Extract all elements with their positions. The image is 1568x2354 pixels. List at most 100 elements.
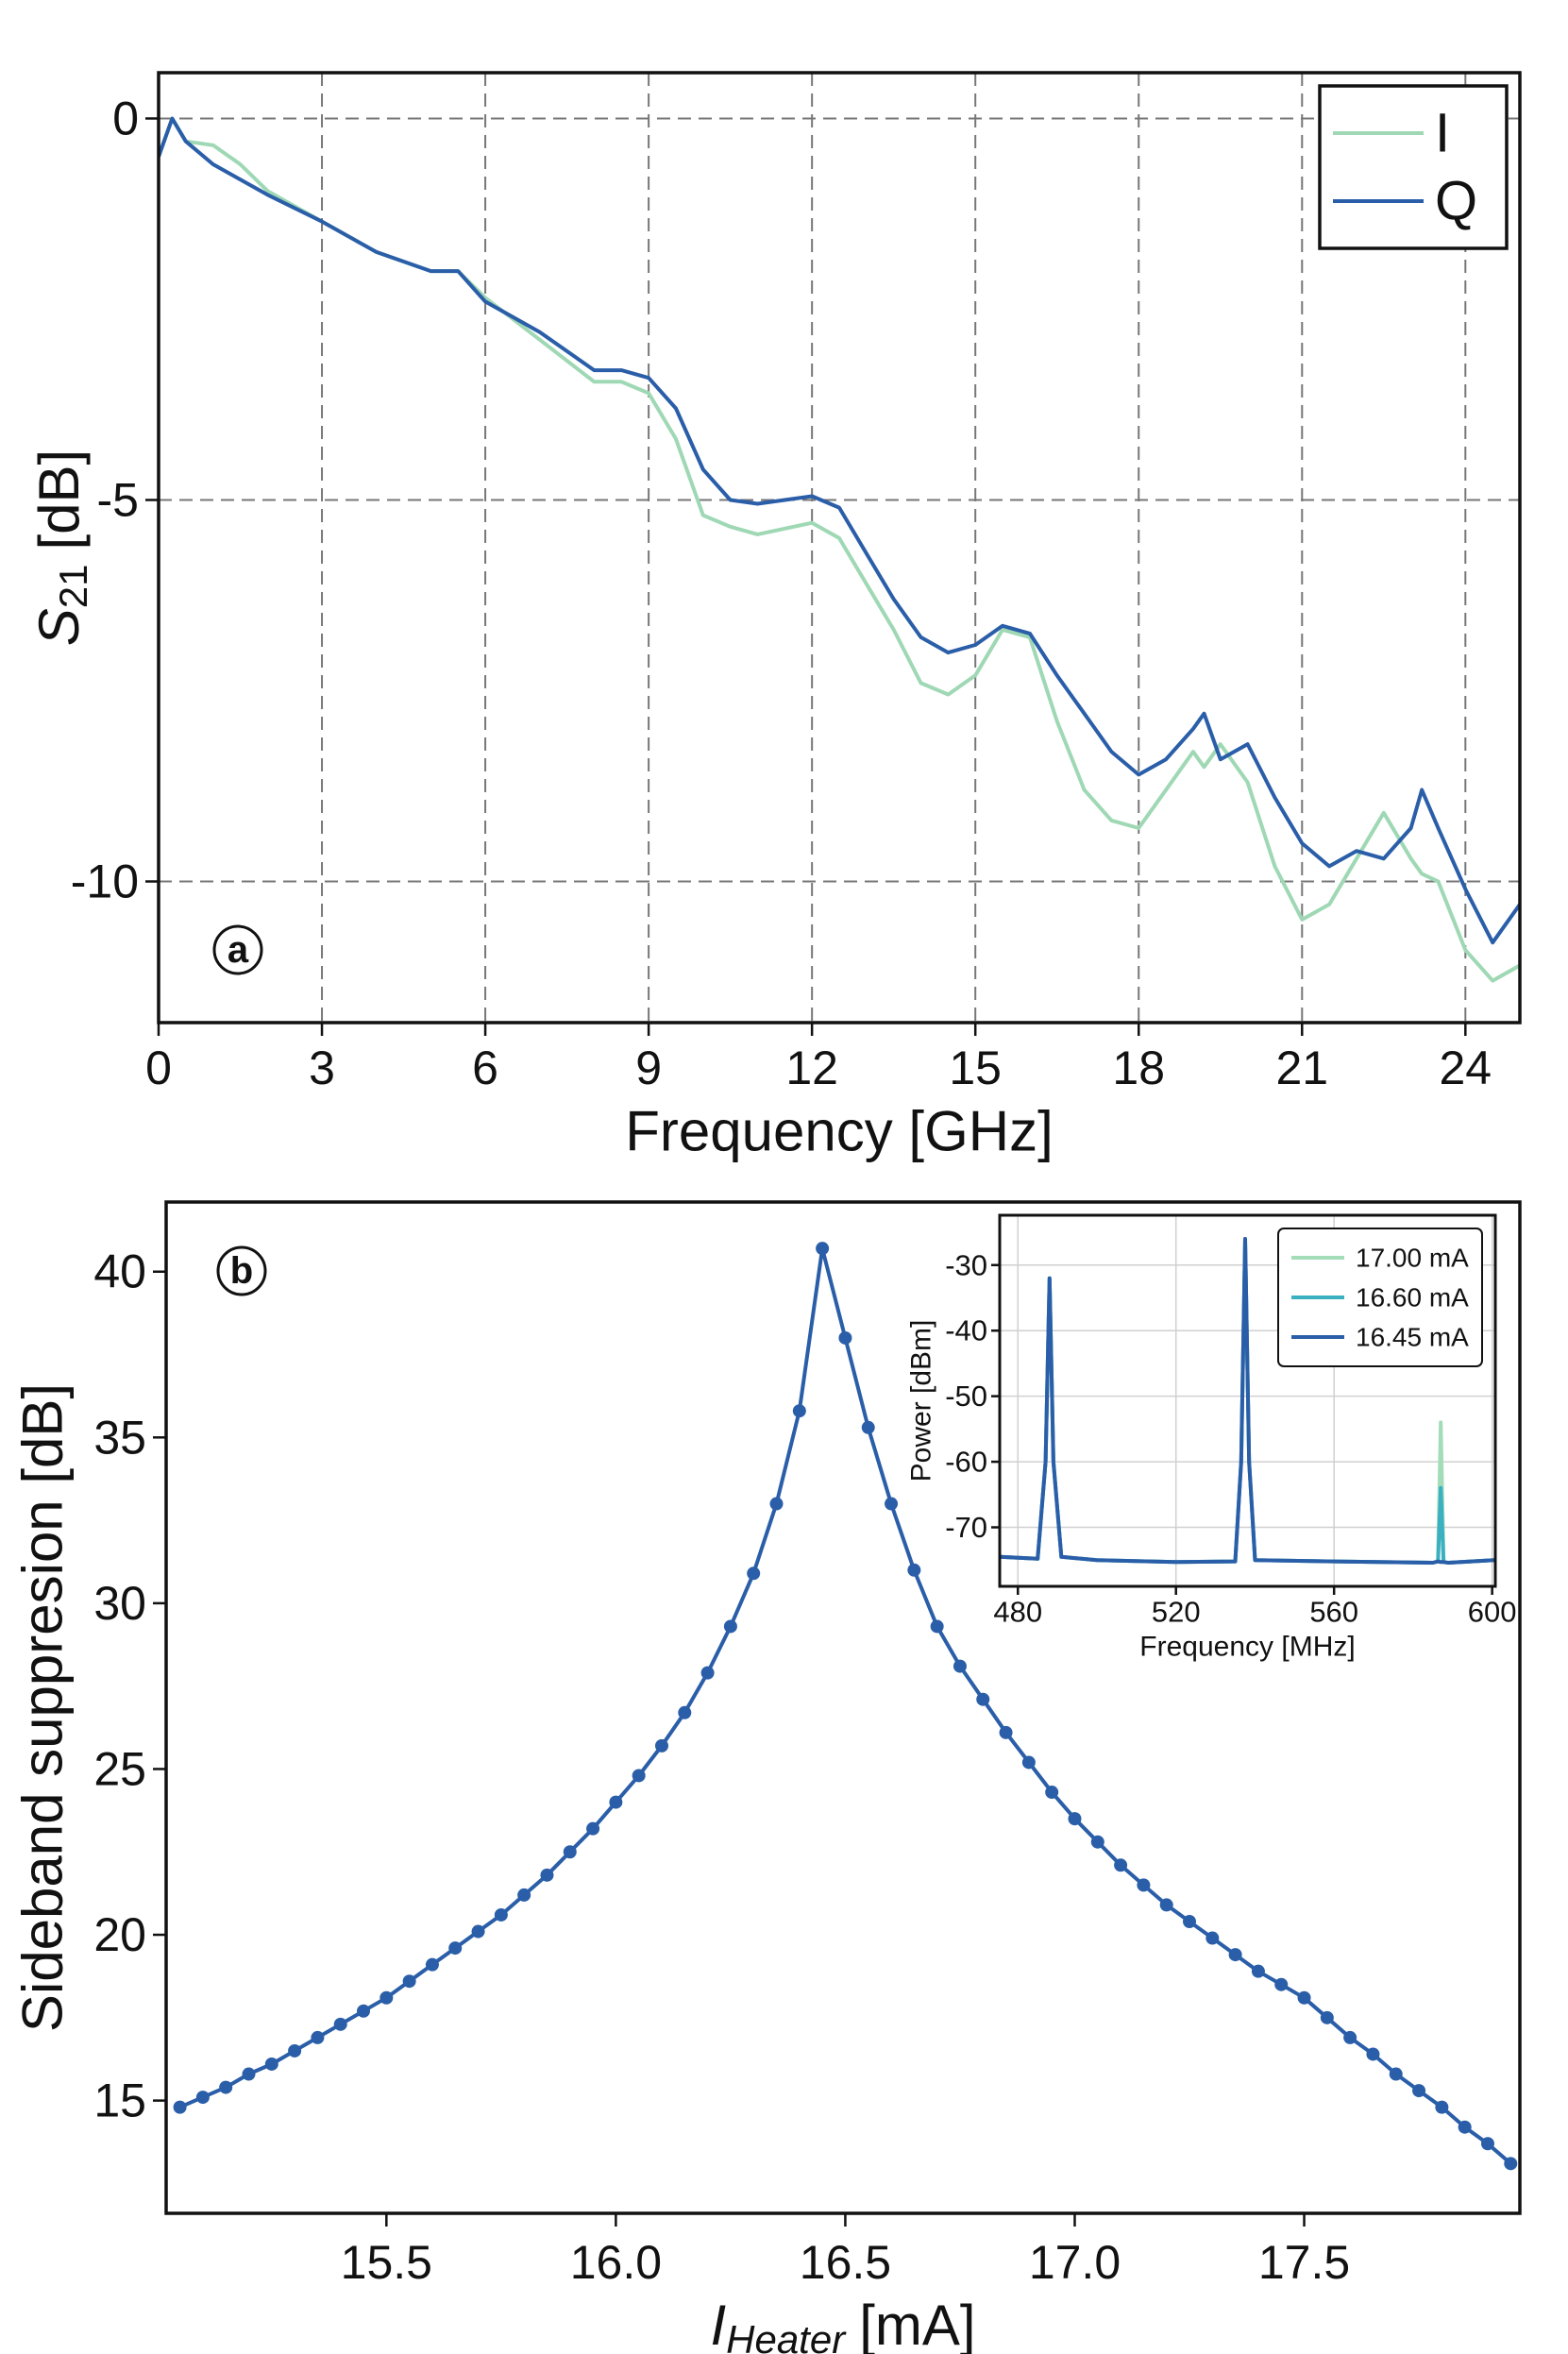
plot-frame	[164, 1200, 1522, 2215]
y-tick-label: -10	[71, 855, 139, 908]
y-tick-label: -40	[945, 1314, 987, 1347]
series-marker	[1343, 2030, 1357, 2044]
series-marker	[838, 1330, 852, 1345]
legend-box	[1318, 84, 1509, 250]
series-marker	[1090, 1835, 1104, 1849]
series-marker	[999, 1725, 1013, 1739]
y-tick-label: 15	[93, 2075, 146, 2127]
y-tick-label: 40	[93, 1245, 146, 1298]
series-marker	[885, 1497, 899, 1511]
series-marker	[654, 1738, 668, 1753]
y-tick-label: 30	[93, 1577, 146, 1630]
series-line	[159, 116, 1520, 945]
x-axis-label: Frequency [MHz]	[1139, 1632, 1355, 1663]
legend-label: I	[1435, 103, 1450, 164]
x-tick-label: 15.5	[341, 2236, 432, 2289]
y-tick-label: -30	[945, 1248, 987, 1281]
series-marker	[425, 1957, 439, 1972]
series-marker	[448, 1941, 463, 1956]
series-marker	[1021, 1755, 1036, 1770]
y-tick-label: 20	[93, 1908, 146, 1961]
plot-area	[159, 73, 1520, 1023]
x-tick-label: 0	[145, 1042, 172, 1094]
x-tick-label: 480	[993, 1596, 1042, 1629]
annotation: a	[228, 929, 249, 971]
series-group	[173, 1242, 1518, 2171]
legend-label: 16.60 mA	[1356, 1283, 1469, 1312]
series-marker	[357, 2004, 371, 2018]
legend-label: 16.45 mA	[1356, 1323, 1469, 1352]
series-marker	[907, 1563, 921, 1577]
series-marker	[471, 1924, 485, 1939]
series-marker	[402, 1974, 416, 1989]
series-marker	[1251, 1964, 1265, 1978]
series-marker	[494, 1907, 508, 1922]
x-tick-label: 16.0	[570, 2236, 662, 2289]
series-line	[1000, 1237, 1494, 1565]
y-axis-label: Sideband suppresion [dB]	[11, 1383, 75, 2032]
series-marker	[219, 2080, 233, 2094]
series-marker	[242, 2067, 256, 2081]
x-tick-label: 520	[1152, 1596, 1201, 1629]
annotation: b	[230, 1250, 253, 1292]
label-subscript: 21	[51, 564, 95, 608]
x-tick-label: 16.5	[800, 2236, 891, 2289]
x-axis-label: IHeater [mA]	[710, 2294, 975, 2354]
series-marker	[792, 1404, 806, 1418]
annotation-circle	[212, 924, 263, 975]
series-marker	[517, 1888, 531, 1902]
series-marker	[1412, 2084, 1426, 2098]
series-marker	[1114, 1858, 1128, 1872]
y-tick-label: 25	[93, 1742, 146, 1795]
series-marker	[1274, 1977, 1289, 1991]
y-axis-label: S21 [dB]	[27, 449, 95, 646]
series-marker	[195, 2091, 210, 2105]
series-marker	[288, 2043, 302, 2058]
series-marker	[1206, 1931, 1220, 1945]
y-tick-label: -50	[945, 1380, 987, 1413]
series-marker	[678, 1705, 692, 1719]
series-marker	[379, 1990, 394, 2005]
series-marker	[861, 1420, 875, 1434]
series-group	[159, 116, 1520, 983]
series-marker	[816, 1242, 830, 1256]
series-group	[1000, 1237, 1494, 1565]
y-tick-label: 0	[112, 92, 139, 144]
series-marker	[700, 1666, 715, 1680]
label-symbol: S	[27, 608, 91, 646]
label-subscript: Heater	[726, 2317, 847, 2354]
y-tick-label: -60	[945, 1446, 987, 1479]
series-marker	[1045, 1786, 1059, 1800]
series-marker	[1137, 1878, 1151, 1892]
series-marker	[1504, 2157, 1518, 2171]
legend-box	[1277, 1228, 1483, 1367]
annotation-circle	[216, 1245, 267, 1296]
y-tick-label: 35	[93, 1411, 146, 1464]
x-tick-label: 21	[1275, 1042, 1328, 1094]
x-tick-label: 24	[1440, 1042, 1492, 1094]
plot-frame	[157, 71, 1522, 1025]
label-unit: [dB]	[27, 449, 91, 550]
legend-label: Q	[1435, 171, 1477, 232]
series-marker	[563, 1845, 577, 1859]
x-tick-label: 3	[309, 1042, 335, 1094]
series-marker	[586, 1821, 600, 1836]
x-tick-label: 560	[1309, 1596, 1358, 1629]
series-marker	[173, 2100, 187, 2114]
label-unit: [mA]	[859, 2294, 975, 2354]
series-marker	[1389, 2067, 1403, 2081]
series-marker	[976, 1692, 990, 1706]
y-tick-label: -5	[97, 473, 139, 526]
series-marker	[723, 1619, 737, 1634]
label-symbol: I	[710, 2294, 726, 2354]
series-marker	[1435, 2100, 1449, 2114]
y-tick-label: -70	[945, 1511, 987, 1544]
series-marker	[930, 1619, 944, 1634]
series-marker	[1297, 1990, 1311, 2005]
x-tick-label: 18	[1112, 1042, 1165, 1094]
series-marker	[264, 2057, 278, 2071]
x-tick-label: 15	[949, 1042, 1002, 1094]
y-axis-label: Power [dBm]	[906, 1320, 937, 1482]
series-marker	[769, 1497, 784, 1511]
